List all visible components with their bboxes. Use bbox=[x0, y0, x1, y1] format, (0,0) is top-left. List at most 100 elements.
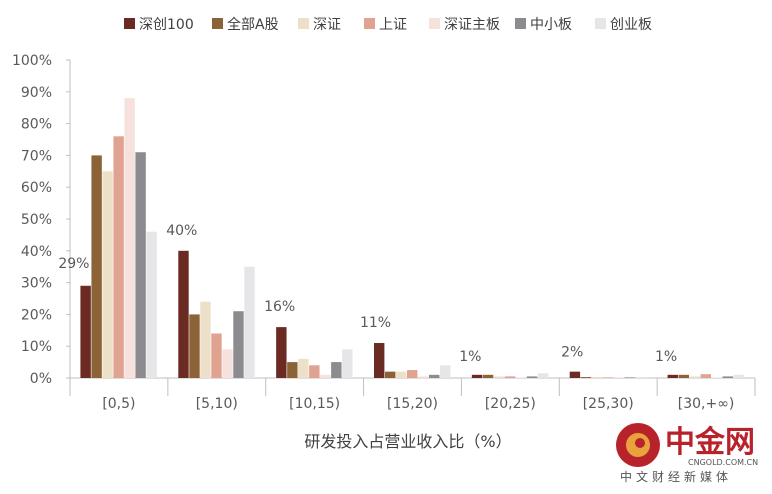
bar-value-label: 2% bbox=[561, 345, 583, 361]
watermark-logo: 中金网 CNGOLD.COM.CN 中文财经新媒体 bbox=[616, 423, 758, 484]
x-category-label: [20,25) bbox=[485, 396, 536, 412]
legend-label: 深创100 bbox=[139, 17, 194, 33]
x-category-label: [10,15) bbox=[289, 396, 340, 412]
chart-legend: 深创100 全部A股 深证 上证 深证主板 中小板 创业板 bbox=[124, 16, 652, 33]
bar bbox=[624, 377, 636, 378]
bar bbox=[396, 371, 407, 378]
legend-label: 深证 bbox=[313, 17, 341, 33]
bar bbox=[689, 376, 700, 378]
y-tick-label: 20% bbox=[21, 307, 52, 323]
bar-value-label: 40% bbox=[166, 223, 197, 239]
x-category-label: [15,20) bbox=[387, 396, 438, 412]
bar bbox=[80, 285, 91, 378]
bar bbox=[711, 377, 722, 378]
legend-swatch bbox=[298, 18, 309, 29]
y-tick-label: 90% bbox=[21, 85, 52, 101]
legend-label: 深证主板 bbox=[444, 17, 500, 33]
y-tick-label: 100% bbox=[12, 53, 52, 69]
bar bbox=[515, 377, 527, 378]
bar-value-label: 1% bbox=[459, 349, 481, 365]
legend-item: 深证主板 bbox=[429, 17, 500, 33]
y-tick-label: 40% bbox=[21, 244, 52, 260]
bar bbox=[287, 362, 298, 378]
x-category-label: [5,10) bbox=[196, 396, 238, 412]
legend-swatch bbox=[212, 18, 223, 29]
y-axis: 0% 10% 20% 30% 40% 50% 60% 70% 80% 90% 100% bbox=[12, 53, 71, 387]
bar bbox=[320, 374, 331, 378]
bar bbox=[526, 376, 538, 378]
bar bbox=[244, 266, 255, 378]
bar bbox=[429, 374, 440, 378]
bar bbox=[602, 377, 614, 378]
legend-item: 全部A股 bbox=[212, 16, 279, 33]
bar bbox=[385, 371, 396, 378]
bar-value-label: 16% bbox=[264, 299, 295, 315]
bar-value-label: 1% bbox=[655, 349, 677, 365]
bar bbox=[678, 374, 689, 378]
legend-item: 深创100 bbox=[124, 17, 194, 33]
legend-swatch bbox=[364, 18, 375, 29]
logo-brand-text: 中金网 bbox=[665, 425, 755, 460]
legend-label: 中小板 bbox=[530, 17, 572, 33]
legend-swatch bbox=[595, 18, 606, 29]
x-category-label: [25,30) bbox=[583, 396, 634, 412]
bar-groups bbox=[80, 98, 744, 378]
bar bbox=[440, 365, 451, 378]
bar bbox=[276, 327, 287, 378]
bar bbox=[298, 358, 309, 378]
logo-emblem-core-icon bbox=[635, 438, 645, 448]
legend-label: 上证 bbox=[379, 17, 407, 33]
bar bbox=[233, 311, 244, 378]
bar bbox=[504, 376, 516, 378]
data-labels: 29% 40% 16% 11% 1% 2% 1% bbox=[58, 223, 677, 365]
y-tick-label: 0% bbox=[30, 371, 52, 387]
bar bbox=[667, 374, 678, 378]
bar bbox=[569, 371, 581, 378]
bar bbox=[211, 333, 222, 378]
x-axis: [0,5) [5,10) [10,15) [15,20) [20,25) [25,30) [… bbox=[69, 377, 756, 412]
bar bbox=[222, 349, 233, 378]
legend-swatch bbox=[429, 18, 440, 29]
y-tick-label: 70% bbox=[21, 148, 52, 164]
bar bbox=[178, 250, 189, 378]
logo-tagline-text: 中文财经新媒体 bbox=[620, 469, 732, 484]
bar bbox=[700, 374, 711, 378]
bar bbox=[124, 98, 135, 378]
bar bbox=[189, 314, 200, 378]
bar bbox=[135, 152, 146, 378]
bar bbox=[374, 343, 385, 378]
bar bbox=[733, 374, 744, 378]
bar bbox=[722, 376, 733, 378]
bar bbox=[407, 370, 418, 378]
bar bbox=[102, 171, 113, 378]
bar bbox=[493, 376, 505, 378]
y-tick-label: 10% bbox=[21, 339, 52, 355]
bar bbox=[591, 377, 603, 378]
bar bbox=[418, 376, 429, 378]
legend-label: 全部A股 bbox=[227, 16, 279, 33]
bar bbox=[113, 136, 124, 378]
bar-value-label: 29% bbox=[58, 256, 89, 272]
bar bbox=[635, 377, 647, 378]
legend-item: 创业板 bbox=[595, 17, 652, 33]
bar bbox=[200, 301, 211, 378]
bar bbox=[91, 155, 102, 378]
bar bbox=[331, 362, 342, 378]
bar-value-label: 11% bbox=[360, 315, 391, 331]
y-tick-label: 80% bbox=[21, 117, 52, 133]
legend-item: 深证 bbox=[298, 17, 341, 33]
logo-url-text: CNGOLD.COM.CN bbox=[688, 458, 758, 467]
y-tick-label: 30% bbox=[21, 276, 52, 292]
bar bbox=[471, 374, 483, 378]
legend-swatch bbox=[515, 18, 526, 29]
bar bbox=[342, 349, 353, 378]
x-category-label: [30,+∞) bbox=[678, 396, 735, 412]
bar bbox=[482, 374, 494, 378]
x-axis-title: 研发投入占营业收入比（%） bbox=[304, 432, 511, 451]
y-tick-label: 50% bbox=[21, 212, 52, 228]
legend-swatch bbox=[124, 18, 135, 29]
legend-item: 上证 bbox=[364, 17, 407, 33]
legend-item: 中小板 bbox=[515, 17, 572, 33]
bar bbox=[146, 231, 157, 378]
